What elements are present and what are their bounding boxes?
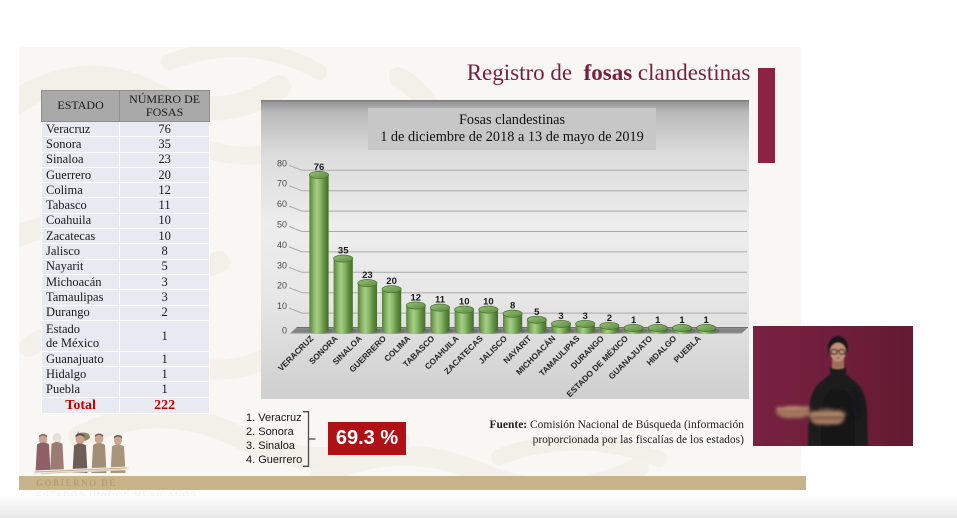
svg-text:12: 12 [411, 293, 422, 304]
svg-text:0: 0 [282, 326, 287, 336]
svg-text:11: 11 [435, 295, 446, 306]
svg-text:40: 40 [277, 240, 287, 250]
svg-text:3: 3 [558, 311, 563, 322]
svg-text:1: 1 [631, 315, 637, 326]
svg-text:10: 10 [459, 297, 470, 308]
svg-text:8: 8 [510, 301, 515, 312]
svg-text:Fosas clandestinas: Fosas clandestinas [459, 112, 565, 128]
svg-text:10: 10 [277, 301, 287, 311]
svg-text:20: 20 [277, 281, 287, 291]
svg-text:2: 2 [607, 313, 612, 324]
svg-text:76: 76 [314, 162, 325, 173]
svg-text:3: 3 [583, 311, 588, 322]
svg-text:1: 1 [679, 315, 685, 326]
svg-text:1: 1 [655, 315, 661, 326]
svg-text:5: 5 [534, 307, 540, 318]
svg-text:80: 80 [277, 158, 287, 168]
svg-text:1 de diciembre de 2018 a 13 de: 1 de diciembre de 2018 a 13 de mayo de 2… [380, 129, 644, 145]
svg-text:30: 30 [277, 260, 287, 270]
svg-text:35: 35 [338, 246, 349, 257]
svg-text:1: 1 [704, 315, 710, 326]
svg-text:50: 50 [277, 220, 287, 230]
svg-text:10: 10 [483, 297, 494, 308]
svg-text:23: 23 [362, 270, 373, 281]
svg-text:60: 60 [277, 199, 287, 209]
svg-text:70: 70 [277, 179, 287, 189]
svg-text:20: 20 [386, 276, 397, 287]
